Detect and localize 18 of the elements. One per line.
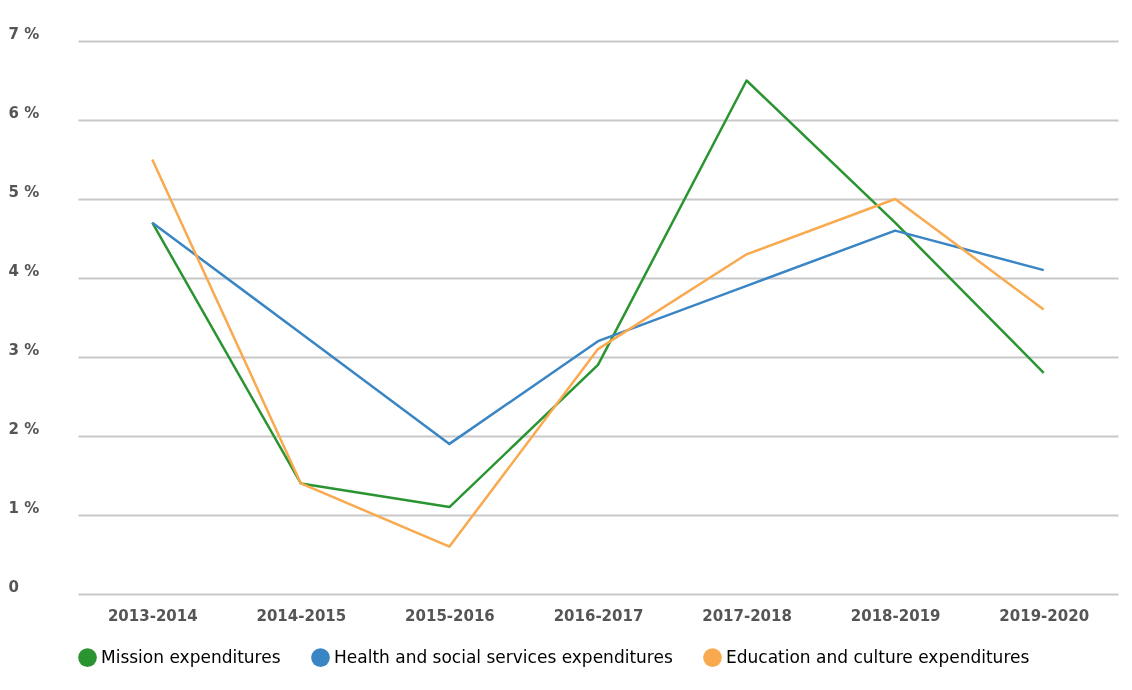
y-tick-label: 3 % [8,340,40,359]
x-tick-label: 2013-2014 [107,606,198,625]
y-tick-label: 4 % [8,261,40,280]
y-tick-label: 1 % [8,498,40,517]
x-tick-label: 2014-2015 [256,606,347,625]
legend-label: Mission expenditures [101,646,281,667]
y-tick-label: 2 % [8,419,40,438]
y-tick-label: 0 [8,577,19,596]
x-tick-label: 2015-2016 [405,606,495,625]
x-tick-label: 2017-2018 [702,606,792,625]
x-tick-label: 2018-2019 [850,606,941,625]
legend-label: Education and culture expenditures [726,646,1030,667]
y-tick-label: 6 % [8,103,40,122]
x-tick-label: 2016-2017 [553,606,644,625]
legend-label: Health and social services expenditures [334,646,673,667]
y-tick-label: 7 % [8,24,40,43]
x-tick-label: 2019-2020 [999,606,1090,625]
y-tick-label: 5 % [8,182,40,201]
